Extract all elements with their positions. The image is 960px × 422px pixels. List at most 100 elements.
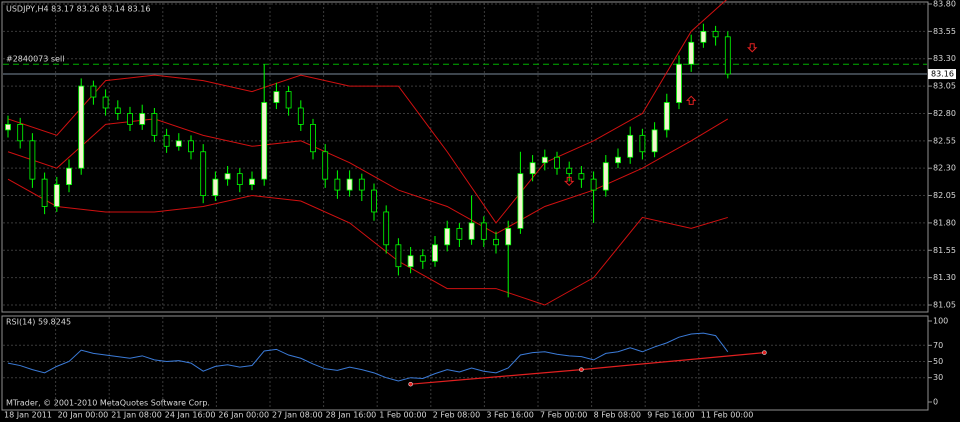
candle-body (273, 91, 280, 103)
candle-body (676, 63, 682, 103)
candle-body (17, 124, 24, 142)
candle-body (78, 85, 85, 169)
y-tick-label: 83.80 (933, 0, 956, 9)
y-tick-label: 82.80 (933, 109, 956, 118)
candle-body (297, 107, 304, 125)
candle-body (236, 173, 243, 185)
candle-body (90, 85, 97, 98)
candle-body (468, 222, 475, 240)
y-tick-label: 82.30 (933, 164, 956, 173)
candle-body (724, 36, 731, 75)
trendline-point (762, 350, 767, 355)
y-tick-label: 83.55 (933, 27, 956, 36)
candle-body (358, 178, 365, 191)
x-tick-label: 26 Jan 00:00 (218, 411, 269, 420)
candle-body (615, 156, 621, 164)
x-tick-label: 3 Feb 16:00 (486, 411, 533, 420)
copyright: MTrader, © 2001-2010 MetaQuotes Software… (6, 399, 210, 408)
x-tick-label: 27 Jan 08:00 (272, 411, 323, 420)
candle-body (566, 167, 573, 175)
trade-arrow (685, 95, 697, 105)
candle-body (285, 91, 292, 109)
bollinger-band (7, 0, 727, 224)
candle-body (29, 140, 36, 180)
candle-body (310, 124, 316, 153)
trendline-point (408, 381, 413, 387)
candle-body (249, 178, 255, 186)
candle-body (151, 113, 158, 136)
candle-body (261, 102, 268, 180)
rsi-line (7, 332, 729, 382)
candle-body (212, 178, 219, 196)
x-tick-label: 9 Feb 16:00 (647, 411, 694, 420)
y-tick-label: 81.55 (933, 246, 956, 255)
candle-body (127, 113, 133, 125)
candle-body (578, 173, 585, 180)
candle-body (493, 238, 499, 246)
candle-body (114, 107, 121, 114)
candle-body (651, 129, 658, 153)
x-tick-label: 24 Jan 16:00 (165, 411, 216, 420)
candle-body (224, 173, 231, 180)
price-box (928, 69, 956, 80)
candle-body (383, 211, 390, 246)
candle-body (371, 189, 377, 213)
candle-body (200, 151, 207, 196)
x-tick-label: 1 Feb 00:00 (379, 411, 426, 420)
candle-body (639, 134, 646, 153)
y-tick-label: 83.30 (933, 54, 956, 63)
candle-body (505, 227, 512, 246)
price-pane (1, 1, 929, 313)
candle-body (407, 255, 414, 268)
y-tick-label: 81.30 (933, 273, 956, 282)
candle-body (688, 41, 695, 65)
candle-body (432, 244, 438, 262)
trendline-point (579, 367, 584, 372)
candle-body (444, 227, 451, 246)
candle-body (346, 178, 353, 191)
x-tick-label: 18 Jan 2011 (4, 411, 52, 420)
candle-body (139, 113, 146, 125)
x-tick-label: 8 Feb 08:00 (594, 411, 641, 420)
candle-body (334, 178, 341, 191)
current-price: 83.16 (931, 70, 954, 79)
candle-body (322, 151, 329, 180)
candle-body (395, 244, 402, 268)
y-tick-label: 82.05 (933, 191, 956, 200)
x-tick-label: 7 Feb 00:00 (540, 411, 587, 420)
candle-body (541, 156, 548, 164)
candle-body (66, 167, 72, 186)
candle-body (163, 134, 170, 147)
rsi-tick-label: 30 (933, 373, 943, 382)
x-tick-label: 28 Jan 16:00 (326, 411, 377, 420)
rsi-pane (1, 315, 929, 411)
trade-arrow (746, 43, 758, 53)
bollinger-band (7, 178, 728, 306)
candle-body (419, 255, 426, 262)
trade-arrow (563, 176, 575, 187)
candle-body (102, 96, 109, 109)
candle-body (712, 30, 719, 38)
candle-body (554, 156, 560, 169)
x-tick-label: 20 Jan 00:00 (58, 411, 109, 420)
candle-body (627, 134, 634, 158)
candle-body (53, 184, 60, 207)
candle-body (602, 162, 609, 191)
chart-title: USDJPY,H4 83.17 83.26 83.14 83.16 (6, 5, 150, 14)
candle-body (663, 102, 670, 131)
candle-body (456, 227, 463, 240)
rsi-tick-label: 0 (933, 398, 938, 407)
x-tick-label: 21 Jan 08:00 (111, 411, 162, 420)
candle-body (700, 30, 707, 43)
rsi-tick-label: 70 (933, 341, 943, 350)
rsi-tick-label: 100 (933, 317, 948, 326)
candle-body (517, 173, 524, 229)
candle-body (175, 140, 182, 147)
rsi-title: RSI(14) 59.8245 (6, 318, 71, 327)
candle-body (590, 178, 597, 191)
y-tick-label: 81.05 (933, 301, 956, 310)
x-tick-label: 11 Feb 00:00 (701, 411, 753, 420)
rsi-tick-label: 50 (933, 357, 943, 366)
